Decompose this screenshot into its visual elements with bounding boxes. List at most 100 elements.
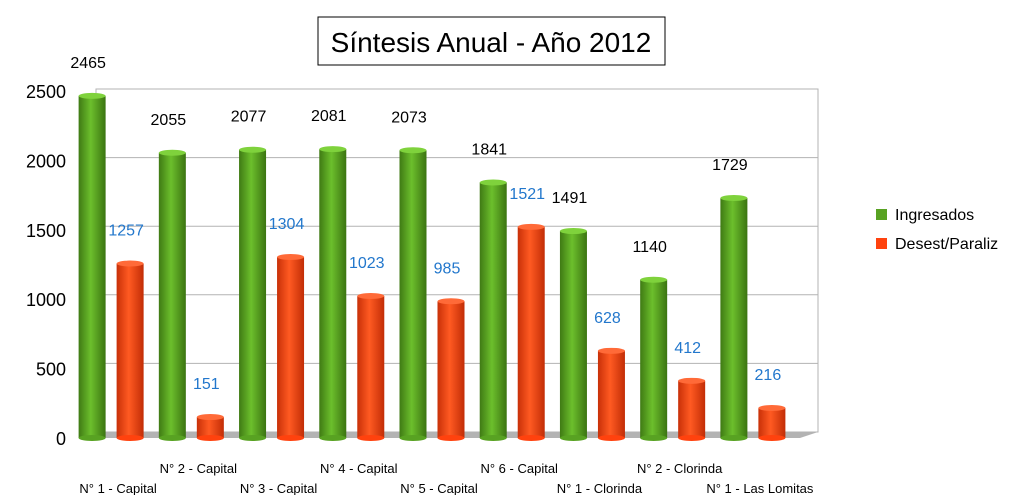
data-label: 628: [594, 310, 621, 327]
data-label: 1841: [471, 141, 507, 158]
bar-top: [758, 405, 786, 412]
legend-label-desest: Desest/Paraliz: [895, 236, 998, 253]
data-label: 2081: [311, 108, 347, 125]
bar-base: [678, 435, 706, 441]
bar-base: [277, 435, 305, 441]
bar-top: [437, 298, 465, 305]
bar-top: [479, 179, 507, 186]
bar-body: [78, 95, 106, 438]
bar-desest: 1023: [349, 255, 385, 441]
bar-body: [437, 301, 465, 438]
bar-ingresados: 2077: [231, 109, 267, 441]
bar-base: [357, 435, 385, 441]
data-label: 1257: [108, 223, 144, 240]
bars: 2465 1257 2055 151 2077 1304 2081 1023 2073 985 18…: [70, 55, 786, 441]
data-label: 151: [193, 376, 220, 393]
bar-ingresados: 1140: [632, 239, 668, 441]
bar-base: [597, 435, 625, 441]
bar-body: [517, 226, 545, 438]
bar-top: [357, 293, 385, 300]
bar-body: [758, 408, 786, 438]
bar-base: [116, 435, 144, 441]
y-axis: 0 500 1000 1500 2000 2500: [26, 82, 66, 449]
bar-base: [239, 435, 267, 441]
bar-desest: 1304: [269, 216, 305, 441]
data-label: 216: [755, 367, 782, 384]
x-tick-label: N° 4 - Capital: [320, 461, 398, 476]
bar-body: [479, 182, 507, 438]
bar-base: [720, 435, 748, 441]
bar-base: [479, 435, 507, 441]
x-tick-label: N° 6 - Capital: [480, 461, 558, 476]
bar-body: [678, 380, 706, 438]
bar-desest: 985: [434, 260, 465, 441]
bar-base: [437, 435, 465, 441]
bar-ingresados: 1491: [552, 190, 588, 441]
bar-body: [597, 350, 625, 438]
data-label: 2055: [151, 112, 187, 129]
x-tick-label: N° 2 - Clorinda: [637, 461, 723, 476]
data-label: 2465: [70, 55, 106, 72]
y-tick-label: 2000: [26, 151, 66, 171]
bar-base: [640, 435, 668, 441]
bar-top: [277, 254, 305, 261]
bar-body: [196, 417, 224, 438]
bar-top: [678, 377, 706, 384]
bar-ingresados: 2465: [70, 55, 106, 441]
bar-body: [319, 149, 347, 438]
bar-base: [399, 435, 427, 441]
bar-body: [640, 279, 668, 438]
bar-desest: 1257: [108, 223, 144, 441]
data-label: 1521: [509, 186, 545, 203]
data-label: 1304: [269, 216, 305, 233]
legend: Ingresados Desest/Paraliz: [876, 207, 998, 253]
data-label: 1491: [552, 190, 588, 207]
x-tick-label: N° 1 - Clorinda: [557, 481, 643, 495]
bar-desest: 1521: [509, 186, 545, 441]
data-label: 412: [674, 340, 701, 357]
bar-top: [116, 260, 144, 267]
data-label: 2073: [391, 109, 427, 126]
bar-base: [559, 435, 587, 441]
data-label: 985: [434, 260, 461, 277]
bar-body: [239, 149, 267, 438]
bar-desest: 216: [755, 367, 786, 441]
data-label: 2077: [231, 109, 267, 126]
legend-swatch-desest: [876, 238, 887, 249]
y-tick-label: 1000: [26, 290, 66, 310]
bar-top: [517, 223, 545, 230]
bar-desest: 412: [674, 340, 706, 441]
x-tick-label: N° 5 - Capital: [400, 481, 478, 495]
bar-body: [277, 257, 305, 438]
bar-body: [116, 263, 144, 438]
legend-label-ingresados: Ingresados: [895, 207, 974, 224]
x-tick-label: N° 3 - Capital: [240, 481, 318, 495]
bar-body: [559, 231, 587, 438]
y-tick-label: 2500: [26, 82, 66, 102]
bar-ingresados: 1841: [471, 141, 507, 441]
bar-ingresados: 2073: [391, 109, 427, 441]
bar-ingresados: 1729: [712, 157, 748, 441]
bar-top: [720, 195, 748, 202]
data-label: 1729: [712, 157, 748, 174]
bar-base: [158, 435, 186, 441]
y-tick-label: 0: [56, 429, 66, 449]
data-label: 1140: [632, 239, 667, 256]
bar-top: [158, 149, 186, 156]
bar-top: [640, 276, 668, 283]
bar-top: [399, 147, 427, 154]
legend-swatch-ingresados: [876, 209, 887, 220]
bar-base: [78, 435, 106, 441]
bar-body: [158, 152, 186, 439]
bar-base: [517, 435, 545, 441]
chart-title: Síntesis Anual - Año 2012: [331, 27, 652, 58]
bar-base: [319, 435, 347, 441]
bar-base: [758, 435, 786, 441]
bar-top: [597, 347, 625, 354]
bar-ingresados: 2055: [151, 112, 187, 441]
bar-top: [559, 228, 587, 235]
bar-body: [720, 198, 748, 438]
